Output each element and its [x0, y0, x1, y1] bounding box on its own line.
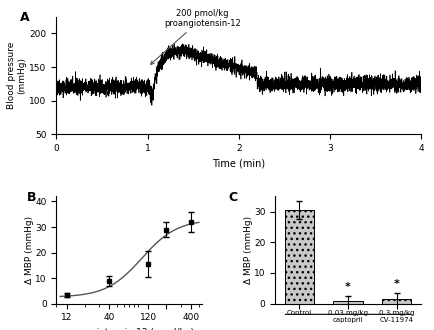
Text: B: B: [27, 191, 37, 204]
Y-axis label: Δ MBP (mmHg): Δ MBP (mmHg): [243, 216, 253, 284]
Y-axis label: Δ MBP (mmHg): Δ MBP (mmHg): [25, 216, 34, 284]
Text: *: *: [345, 282, 351, 292]
Text: *: *: [394, 279, 400, 289]
Text: A: A: [20, 11, 30, 24]
Bar: [382, 299, 411, 304]
Bar: [285, 210, 314, 304]
Text: C: C: [228, 191, 238, 204]
X-axis label: proangiotensin-12 (pmol/kg): proangiotensin-12 (pmol/kg): [65, 328, 194, 330]
X-axis label: Time (min): Time (min): [212, 159, 265, 169]
Text: 200 pmol/kg
proangiotensin-12: 200 pmol/kg proangiotensin-12: [151, 9, 240, 64]
Bar: [333, 301, 363, 304]
Y-axis label: Blood pressure
(mmHg): Blood pressure (mmHg): [7, 42, 26, 109]
